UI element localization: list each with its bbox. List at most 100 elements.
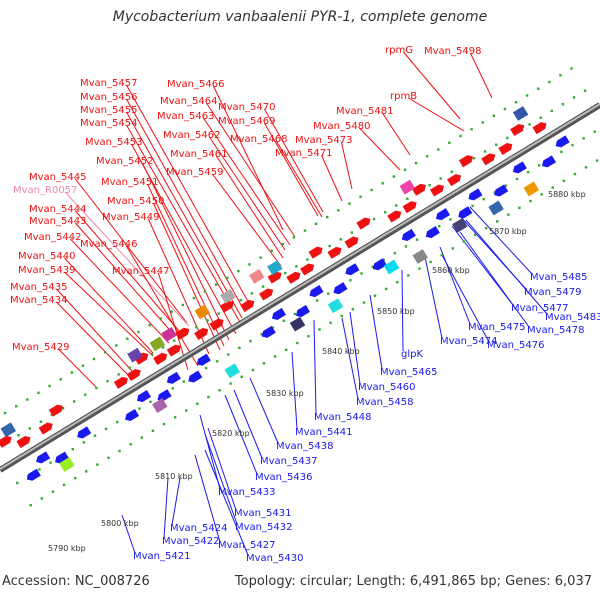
tick-dot (539, 116, 542, 119)
forward-gene-arrow (327, 246, 342, 259)
accession-text: Accession: NC_008726 (2, 574, 150, 589)
tick-dot (459, 134, 462, 138)
tick-dot (203, 290, 207, 293)
tick-dot (204, 366, 208, 370)
leader-line (381, 112, 411, 156)
reverse-gene-arrow (271, 307, 286, 320)
tick-dot (217, 312, 220, 315)
forward-gene-arrow-shape (356, 217, 371, 230)
reverse-gene-arrow (468, 188, 483, 201)
reverse-gene-arrow (26, 468, 41, 481)
gene-label: Mvan_5481 (336, 106, 393, 117)
gene-label: Mvan_5430 (246, 553, 303, 564)
leader-line (194, 454, 221, 543)
forward-gene-arrow (240, 299, 255, 312)
forward-gene-arrow-shape (16, 436, 31, 449)
tick-dot (38, 468, 41, 471)
tick-dot (185, 409, 188, 412)
reverse-gene-arrow-shape (295, 305, 310, 318)
tick-dot (295, 265, 298, 268)
tick-dot (162, 422, 166, 426)
tick-dot (159, 317, 162, 320)
tick-dot (529, 199, 532, 203)
tick-dot (293, 312, 297, 316)
gene-cluster-box (59, 457, 75, 472)
gene-cluster-box-shape (224, 363, 241, 379)
backbone-highlight (0, 103, 600, 470)
forward-gene-arrow (267, 271, 282, 284)
forward-gene-arrow-shape (498, 142, 513, 155)
gene-label: Mvan_5477 (511, 303, 568, 314)
tick-dot (406, 197, 409, 200)
reverse-gene-arrow-shape (425, 226, 440, 239)
gene-cluster-box-shape (59, 457, 75, 472)
tick-dot (149, 400, 152, 404)
tick-dot (396, 280, 399, 284)
gene-cluster-box-shape (149, 336, 166, 352)
forward-gene-arrow (153, 352, 168, 365)
tick-dot (404, 245, 408, 248)
reverse-gene-arrow (261, 325, 276, 338)
tick-dot (561, 102, 565, 106)
tick-dot (503, 107, 507, 111)
tick-dot (437, 148, 440, 151)
forward-gene-arrow-shape (300, 263, 315, 276)
gene-label: Mvan_5437 (260, 456, 317, 467)
tick-dot (251, 368, 255, 372)
tick-dot (538, 164, 541, 167)
tick-dot (84, 393, 87, 396)
gene-label: Mvan_5478 (527, 325, 584, 336)
gene-label: Mvan_5474 (440, 336, 497, 347)
tick-dot (128, 366, 131, 369)
tick-dot (415, 238, 419, 241)
reverse-gene-arrow (36, 451, 51, 464)
gene-label: Mvan_5441 (295, 427, 352, 438)
tick-dot (249, 339, 252, 343)
forward-gene-arrow (126, 369, 141, 382)
tick-dot (372, 217, 376, 221)
tick-dot (239, 298, 242, 302)
reverse-gene-arrow-shape (468, 188, 483, 201)
forward-gene-arrow-shape (153, 352, 168, 365)
leader-line (64, 271, 154, 357)
gene-label: Mvan_5462 (163, 130, 220, 141)
tick-dot (96, 463, 99, 466)
tick-dot (262, 362, 266, 365)
tick-dot (215, 360, 219, 363)
gene-label: Mvan_5448 (314, 412, 371, 423)
reverse-gene-arrow (166, 371, 181, 384)
reverse-gene-arrow (494, 184, 509, 197)
tick-dot (448, 141, 451, 144)
forward-gene-arrow (510, 124, 525, 137)
leader-line (141, 162, 230, 341)
gene-label: Mvan_5475 (468, 322, 525, 333)
tick-dot (515, 177, 519, 181)
gene-label: Mvan_5440 (18, 251, 75, 262)
tick-dot (261, 285, 265, 288)
reverse-gene-arrow-shape (333, 282, 348, 295)
tick-dot (92, 357, 96, 361)
gene-cluster-box-shape (523, 181, 540, 197)
reverse-gene-arrow-shape (458, 206, 473, 219)
leader-line (64, 191, 190, 327)
forward-gene-arrow (402, 201, 417, 214)
tick-dot (62, 483, 66, 487)
gene-cluster-box (267, 260, 283, 276)
reverse-gene-arrow (435, 208, 451, 221)
gene-cluster-box-shape (399, 179, 416, 195)
gene-label: Mvan_5460 (358, 382, 415, 393)
tick-dot (303, 229, 307, 232)
forward-gene-arrow (48, 404, 63, 417)
forward-gene-arrow (134, 352, 149, 365)
gene-label: Mvan_5432 (235, 522, 292, 533)
forward-gene-arrow-shape (411, 183, 426, 196)
reverse-gene-arrow (55, 451, 70, 464)
tick-dot (3, 411, 7, 415)
tick-dot (348, 202, 351, 205)
leader-line (121, 514, 136, 554)
tick-dot (473, 233, 477, 237)
leader-line (64, 257, 154, 354)
tick-dot (284, 348, 288, 351)
tick-dot (571, 143, 574, 147)
tick-dot (26, 398, 29, 401)
